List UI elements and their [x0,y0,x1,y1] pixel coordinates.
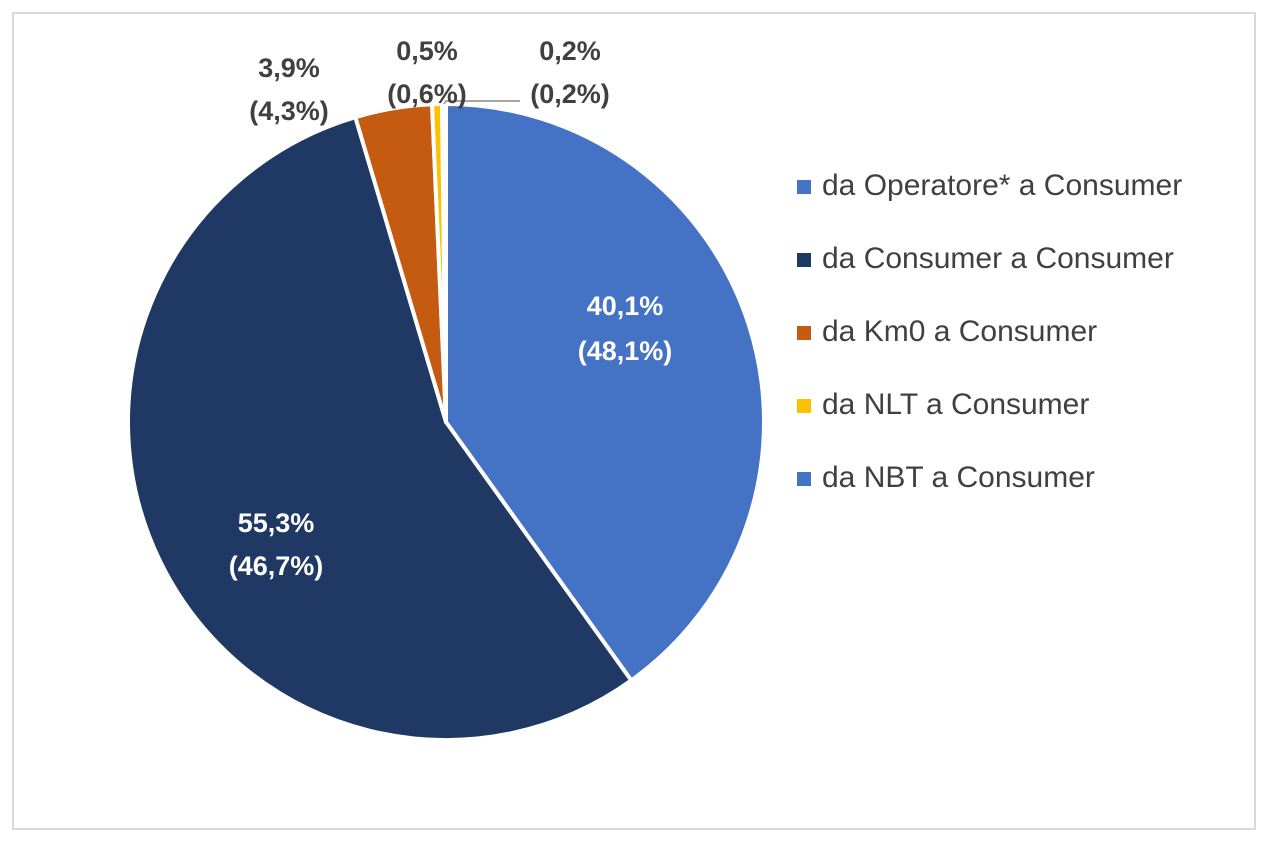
data-label-da-nlt-a-consumer-value: 0,5% [396,36,458,66]
leader-line-da-nbt-a-consumer [443,100,520,105]
legend-swatch-da-nlt-a-consumer [797,399,811,413]
legend-label-da-consumer-a-consumer: da Consumer a Consumer [822,242,1174,275]
pie-slice-da-consumer-a-consumer [126,115,634,742]
pie-slice-da-operatore-a-consumer [444,102,766,683]
legend-label-da-nlt-a-consumer: da NLT a Consumer [822,388,1089,421]
legend-swatch-da-km0-a-consumer [797,326,811,340]
data-label-da-consumer-a-consumer-previous: (46,7%) [229,551,324,581]
data-label-da-operatore-a-consumer-previous: (48,1%) [578,336,673,366]
legend-swatch-da-operatore-a-consumer [797,180,811,194]
data-label-da-nlt-a-consumer-previous: (0,6%) [387,79,467,109]
data-label-da-nbt-a-consumer-previous: (0,2%) [530,79,610,109]
legend-swatch-da-nbt-a-consumer [797,472,811,486]
data-labels: 40,1% (48,1%) 55,3% (46,7%) 3,9% (4,3%) 0,5% (0… [229,36,673,581]
data-label-da-km0-a-consumer-value: 3,9% [258,53,320,83]
leader-lines [443,100,520,105]
legend-label-da-nbt-a-consumer: da NBT a Consumer [822,461,1095,494]
legend: da Operatore* a Consumer da Consumer a Co… [797,169,1182,494]
data-label-da-operatore-a-consumer-value: 40,1% [587,291,664,321]
data-label-da-nbt-a-consumer-value: 0,2% [539,36,601,66]
data-label-da-consumer-a-consumer-value: 55,3% [238,508,315,538]
legend-label-da-operatore-a-consumer: da Operatore* a Consumer [822,169,1182,202]
data-label-da-km0-a-consumer-previous: (4,3%) [249,96,329,126]
legend-label-da-km0-a-consumer: da Km0 a Consumer [822,315,1097,348]
pie-slices [126,101,766,742]
legend-swatch-da-consumer-a-consumer [797,253,811,267]
